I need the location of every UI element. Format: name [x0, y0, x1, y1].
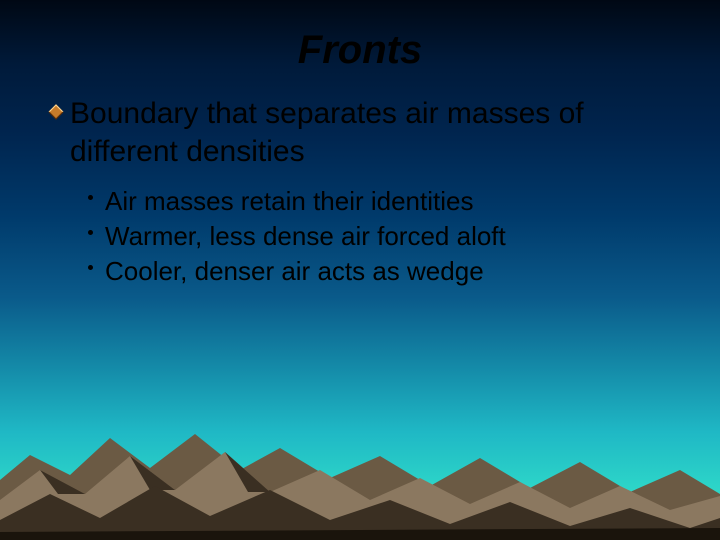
slide: Fronts Boundary that separates air masse…	[0, 0, 720, 540]
main-bullet-text: Boundary that separates air masses of di…	[70, 95, 672, 170]
sub-bullet-item: Warmer, less dense air forced aloft	[88, 219, 672, 254]
sub-bullet-item: Air masses retain their identities	[88, 184, 672, 219]
main-bullet: Boundary that separates air masses of di…	[48, 95, 672, 170]
sub-bullet-text: Cooler, denser air acts as wedge	[105, 254, 484, 289]
sub-bullet-list: Air masses retain their identities Warme…	[88, 184, 672, 289]
slide-content: Fronts Boundary that separates air masse…	[0, 0, 720, 289]
bullet-dot-icon	[88, 195, 93, 200]
bullet-dot-icon	[88, 230, 93, 235]
diamond-icon	[48, 104, 64, 120]
sub-bullet-text: Warmer, less dense air forced aloft	[105, 219, 506, 254]
slide-title: Fronts	[48, 28, 672, 73]
sub-bullet-item: Cooler, denser air acts as wedge	[88, 254, 672, 289]
bullet-dot-icon	[88, 265, 93, 270]
sub-bullet-text: Air masses retain their identities	[105, 184, 473, 219]
